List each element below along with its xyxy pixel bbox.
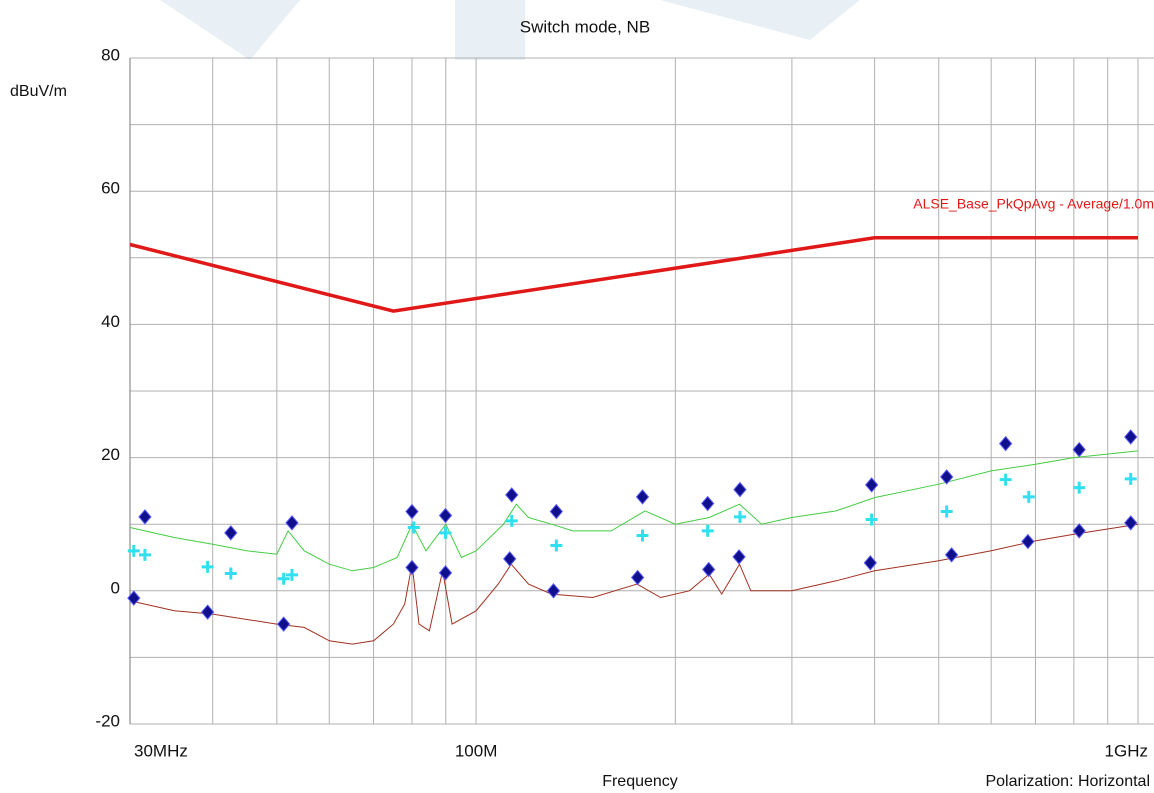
diamond-marker [549,503,563,520]
cross-marker [138,548,151,561]
y-axis-label: dBuV/m [10,83,67,100]
cross-marker [1022,490,1035,503]
diamond-marker [733,481,747,498]
y-tick-label: 80 [101,45,120,64]
diamond-marker [863,555,877,571]
diamond-marker [944,547,959,563]
diamond-marker [1124,429,1138,445]
diamond-marker [438,507,453,524]
diamond-marker [630,569,645,586]
limit-line [129,236,1138,313]
diamond-marker [503,551,517,567]
cross-marker [127,544,140,557]
x-tick-label: 100M [455,741,498,760]
y-tick-label: 0 [111,578,120,597]
chart-title: Switch mode, NB [520,17,650,36]
diamond-marker [285,515,299,531]
annotation: Polarization: Horizontal [985,773,1150,790]
diamond-marker [224,525,238,541]
cross-marker [940,505,953,518]
cross-marker [701,524,714,537]
diamond-marker [405,559,419,576]
limit-label: ALSE_Base_PkQpAvg - Average/1.0m [913,196,1154,212]
diamond-marker [940,469,954,485]
diamond-marker [546,583,561,599]
y-tick-label: 20 [101,445,120,464]
x-tick-label: 30MHz [134,741,188,760]
cross-marker [407,521,420,534]
trace-line [129,523,1139,645]
cross-marker [505,514,518,527]
diamond-marker [864,477,879,493]
cross-marker [865,513,878,526]
y-tick-label: -20 [95,711,120,730]
cross-marker [999,473,1012,486]
cross-marker [733,510,746,523]
diamond-marker [701,495,715,512]
diamond-marker [438,565,453,581]
cross-marker [1124,472,1137,485]
x-tick-label: 1GHz [1105,741,1148,760]
diamond-marker [998,435,1013,452]
diamond-marker [405,503,419,520]
diamond-marker [200,604,215,620]
cross-marker [636,529,649,542]
cross-marker [224,567,237,580]
diamond-marker [1021,533,1035,550]
diamond-marker [277,616,291,632]
cross-marker [201,560,214,573]
diamond-marker [732,549,746,565]
diamond-marker [505,487,519,503]
cross-marker [285,568,298,581]
diamond-marker [127,590,141,606]
x-axis-label: Frequency [602,773,678,790]
diamond-marker [138,509,152,525]
diamond-marker [1072,441,1086,458]
cross-marker [277,572,290,585]
diamond-marker [1124,515,1138,531]
y-tick-label: 40 [101,312,120,331]
watermark [160,0,860,60]
diamond-marker [1072,523,1086,539]
cross-marker [439,526,452,539]
diamond-marker [635,489,650,505]
trace-line [129,450,1139,572]
y-tick-label: 60 [101,179,120,198]
cross-marker [550,539,563,552]
diamond-marker [702,561,716,578]
cross-marker [1073,481,1086,494]
